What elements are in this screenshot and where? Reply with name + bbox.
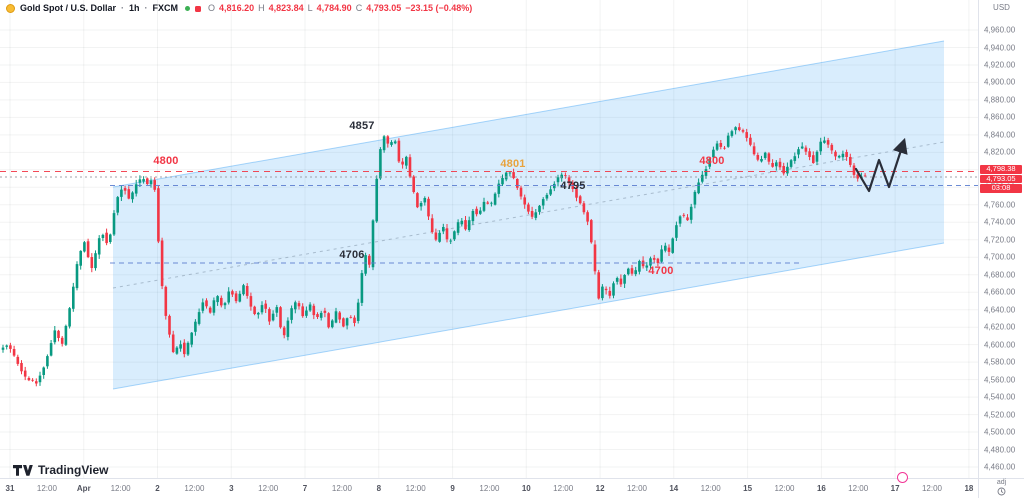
price-annotation[interactable]: 4800 [699,155,725,167]
price-tick-label: 4,940.00 [984,43,1016,52]
time-tick-label: 17 [890,484,900,493]
separator-dot: · [144,3,148,13]
scale-settings[interactable]: adj [979,479,1024,498]
grid-layer [0,0,978,478]
time-tick-label: 3 [229,484,234,493]
chart-pane[interactable]: 4800 4857 4801 4795 4706 4700 4800 [0,0,978,478]
price-tick-label: 4,840.00 [984,130,1016,140]
price-tick-label: 4,760.00 [984,200,1016,210]
price-tick-label: 4,720.00 [984,235,1016,245]
price-annotation[interactable]: 4801 [500,158,526,170]
high-label: H [258,3,265,13]
price-tick-label: 4,580.00 [984,357,1016,367]
flag-icon[interactable] [195,5,202,12]
time-tick-label: 12:00 [331,484,352,493]
time-tick-label: Apr [76,484,91,493]
time-tick-label: 14 [669,484,679,493]
high-value: 4,823.84 [268,3,304,13]
low-label: L [307,3,313,13]
time-tick-label: 7 [302,484,308,493]
price-tick-label: 4,700.00 [984,252,1016,262]
projection-arrow-drawing[interactable] [854,137,908,193]
price-tick-label: 4,820.00 [984,147,1016,157]
price-tick-label: 4,500.00 [984,427,1016,437]
time-tick-label: 12:00 [774,484,795,493]
candles-layer [1,123,867,387]
open-label: O [208,3,216,13]
price-tick-label: 4,860.00 [984,112,1016,122]
time-tick-label: 12:00 [921,484,943,493]
axis-divider-vertical [978,0,979,498]
time-tick-label: 12:00 [184,484,205,493]
ohlc-readout: O 4,816.20 H 4,823.84 L 4,784.90 C 4,793.05 … [208,3,472,14]
tradingview-logo-text: TradingView [38,463,109,477]
close-label: C [355,3,363,13]
adjust-data-label[interactable]: adj [996,479,1007,486]
time-tick-label: 12 [595,484,605,493]
axis-divider-horizontal [0,478,1024,479]
price-annotation[interactable]: 4706 [339,249,365,261]
time-tick-label: 12:00 [553,484,574,493]
tradingview-logo[interactable]: TradingView [12,463,108,477]
separator-dot: · [121,3,125,13]
time-tick-label: 12:00 [479,484,500,493]
price-tick-label: 4,920.00 [984,60,1016,70]
low-value: 4,784.90 [316,3,352,13]
time-tick-label: 12:00 [36,484,57,493]
price-tick-label: 4,880.00 [984,95,1016,105]
price-axis[interactable]: USD 4,960.00 4,940.00 4,920.00 4,900.00 4,88… [979,0,1024,478]
price-annotation[interactable]: 4800 [153,155,179,167]
time-tick-label: 18 [964,484,974,493]
time-tick-label: 12:00 [848,484,869,493]
time-tick-label: 12:00 [700,484,721,493]
channel-drawing[interactable] [112,40,945,390]
timezone-clock-icon[interactable] [997,487,1006,496]
symbol-title[interactable]: Gold Spot / U.S. Dollar [20,3,117,13]
exchange-label: FXCM [152,3,179,13]
time-tick-label: 12:00 [405,484,426,493]
time-tick-label: 2 [155,484,160,493]
time-axis[interactable]: 31 12:00 Apr 12:00 2 12:00 3 12:00 7 12:00 8 12:00 9… [0,478,1024,498]
time-tick-label: 10 [521,484,531,493]
price-annotation[interactable]: 4795 [560,180,586,192]
time-tick-label: 12:00 [110,484,131,493]
market-status-icon [185,6,191,11]
price-annotation[interactable]: 4857 [349,120,375,132]
tradingview-logo-mark [13,464,33,476]
drawn-line-price-label: 4,798.38 [980,164,1022,174]
time-tick-label: 9 [450,484,455,493]
candlestick-chart[interactable] [0,0,978,478]
price-tick-label: 4,680.00 [984,270,1016,280]
price-tick-label: 4,960.00 [984,25,1016,35]
time-tick-label: 15 [743,484,753,493]
price-tick-label: 4,740.00 [984,217,1016,227]
price-tick-label: 4,900.00 [984,77,1016,87]
symbol-header[interactable]: Gold Spot / U.S. Dollar · 1h · FXCM O 4,8… [6,3,472,14]
time-tick-label: 12:00 [626,484,648,493]
change-value: −23.15 (−0.48%) [405,3,473,13]
price-tick-label: 4,540.00 [984,392,1016,402]
price-tick-label: 4,460.00 [984,462,1016,472]
currency-label: USD [993,3,1010,12]
interval-label[interactable]: 1h [129,3,140,13]
axis-event-marker-icon[interactable] [897,472,908,483]
gold-symbol-icon [6,4,15,13]
close-value: 4,793.05 [366,3,402,13]
price-tick-label: 4,640.00 [984,305,1016,315]
price-tick-label: 4,480.00 [984,445,1016,454]
price-annotation[interactable]: 4700 [648,265,674,277]
price-tick-label: 4,560.00 [984,375,1016,385]
open-value: 4,816.20 [219,3,255,13]
price-tick-label: 4,620.00 [984,322,1016,332]
time-tick-label: 16 [816,484,826,493]
price-tick-label: 4,600.00 [984,340,1016,350]
price-tick-label: 4,520.00 [984,410,1016,420]
price-tick-label: 4,660.00 [984,287,1016,297]
last-price-label: 4,793.05 [980,174,1022,183]
time-tick-label: 8 [376,484,382,493]
time-tick-label: 31 [5,484,15,493]
time-tick-label: 12:00 [258,484,279,493]
bar-countdown-label: 03:08 [980,183,1022,193]
